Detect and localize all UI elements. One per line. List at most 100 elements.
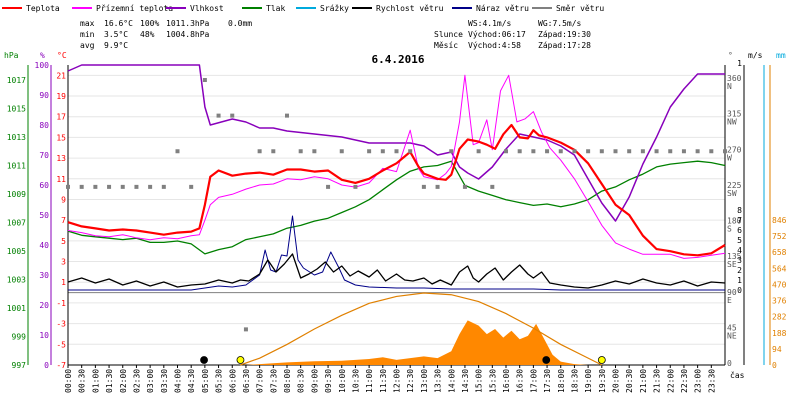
- pct-tick: 60: [39, 181, 49, 190]
- axes: 1017101510131011100910071005100310019999…: [7, 59, 787, 393]
- hpa-axis-label: hPa: [4, 51, 19, 60]
- dir-tick: 90: [727, 288, 737, 297]
- x-tick-label: 11:00: [365, 369, 374, 393]
- wind-tick: 0: [737, 286, 742, 295]
- wind-tick: 1: [737, 59, 742, 68]
- x-tick-label: 13:30: [434, 369, 443, 393]
- x-tick-label: 07:00: [256, 369, 265, 393]
- x-tick-label: 17:00: [529, 369, 538, 393]
- temp-axis-label: °C: [57, 51, 67, 60]
- sun-marker: [236, 356, 245, 364]
- stats-block: max 16.6°C 100% 1011.3hPa 0.0mm min 3.5°…: [80, 19, 252, 50]
- wind-tick: 2: [737, 266, 742, 275]
- x-axis-label: čas: [730, 370, 745, 380]
- info-wg: WG:7.5m/s: [538, 19, 582, 28]
- x-tick-label: 19:00: [584, 369, 593, 393]
- x-tick-label: 19:30: [598, 369, 607, 393]
- temp-tick: 9: [61, 195, 66, 204]
- hpa-tick: 1015: [7, 105, 26, 114]
- x-tick-label: 10:00: [338, 369, 347, 393]
- wind-direction-point: [640, 149, 645, 154]
- temp-tick: 1: [61, 278, 66, 287]
- wind-direction-point: [161, 184, 166, 189]
- x-tick-label: 02:00: [119, 369, 128, 393]
- wind-direction-point: [285, 113, 289, 118]
- wind-direction-point: [668, 149, 673, 154]
- hpa-tick: 999: [12, 333, 27, 342]
- x-tick-label: 16:30: [516, 369, 525, 393]
- wind-direction-point: [298, 149, 303, 154]
- x-tick-label: 06:00: [228, 369, 237, 393]
- wind-tick: 4: [737, 246, 742, 255]
- x-tick-label: 10:30: [351, 369, 360, 393]
- x-tick-label: 01:30: [105, 369, 114, 393]
- wind-axis-label: m/s: [748, 51, 763, 60]
- pct-tick: 10: [39, 331, 49, 340]
- stats-precip: 0.0mm: [228, 19, 252, 28]
- hpa-tick: 1003: [7, 276, 26, 285]
- stats-min-label: min: [80, 30, 95, 39]
- legend-label: Srážky: [320, 4, 349, 13]
- wind-direction-point: [449, 149, 454, 154]
- dir-tick-name: SW: [727, 189, 737, 198]
- wind-direction-point: [120, 184, 125, 189]
- x-tick-label: 21:00: [639, 369, 648, 393]
- wind-direction-point: [627, 149, 632, 154]
- legend-label: Rychlost větru: [376, 4, 444, 13]
- x-tick-label: 12:00: [393, 369, 402, 393]
- temp-tick: -7: [56, 361, 66, 370]
- x-tick-label: 04:30: [187, 369, 196, 393]
- wind-direction-point: [408, 149, 413, 154]
- wind-direction-point: [79, 184, 84, 189]
- legend: Teplota Přízemní teplota Vlhkost Tlak Srážky…: [2, 4, 604, 13]
- x-tick-label: 01:00: [91, 369, 100, 393]
- hpa-tick: 1005: [7, 247, 26, 256]
- x-tick-label: 09:30: [324, 369, 333, 393]
- legend-label: Tlak: [266, 4, 285, 13]
- wind-direction-point: [243, 327, 248, 332]
- wind-direction-point: [613, 149, 618, 154]
- pct-tick: 30: [39, 271, 49, 280]
- x-tick-label: 14:30: [461, 369, 470, 393]
- plot-area: [66, 64, 727, 366]
- x-tick-label: 06:30: [242, 369, 251, 393]
- temp-tick: 11: [56, 175, 66, 184]
- sun-marker: [597, 356, 606, 364]
- stats-min-temp: 3.5°C: [104, 30, 128, 39]
- wind-direction-point: [189, 184, 194, 189]
- dir-tick-name: SE: [727, 260, 737, 269]
- rain-tick: 470: [772, 280, 787, 289]
- x-tick-label: 23:00: [694, 369, 703, 393]
- wind-direction-point: [339, 149, 344, 154]
- wind-direction-point: [148, 184, 153, 189]
- wind-direction-point: [134, 184, 139, 189]
- rain-tick: 0: [772, 361, 777, 370]
- temp-tick: 13: [56, 154, 66, 163]
- axis-units: hPa % °C ° m/s mm čas: [4, 51, 786, 380]
- temp-tick: -5: [56, 340, 66, 349]
- info-block: WS:4.1m/s WG:7.5m/s Slunce Východ:06:17 …: [434, 19, 591, 50]
- dir-tick-name: S: [727, 225, 732, 234]
- x-tick-label: 00:00: [64, 369, 73, 393]
- x-tick-label: 20:30: [625, 369, 634, 393]
- wind-direction-point: [586, 149, 591, 154]
- dir-tick-name: E: [727, 296, 732, 305]
- pct-tick: 80: [39, 121, 49, 130]
- wind-direction-point: [326, 184, 331, 189]
- x-tick-label: 04:00: [174, 369, 183, 393]
- wind-direction-point: [572, 149, 577, 154]
- dir-tick: 315: [727, 110, 742, 119]
- hpa-tick: 1011: [7, 162, 26, 171]
- moon-marker: [200, 356, 208, 364]
- dir-tick: 45: [727, 323, 737, 332]
- wind-direction-point: [175, 149, 180, 154]
- x-tick-label: 20:00: [612, 369, 621, 393]
- wind-direction-point: [545, 149, 550, 154]
- rain-tick: 94: [772, 345, 782, 354]
- wind-direction-point: [723, 149, 727, 154]
- temp-tick: 3: [61, 258, 66, 267]
- temp-tick: 17: [56, 113, 66, 122]
- pct-tick: 40: [39, 241, 49, 250]
- dir-tick-name: NW: [727, 118, 737, 127]
